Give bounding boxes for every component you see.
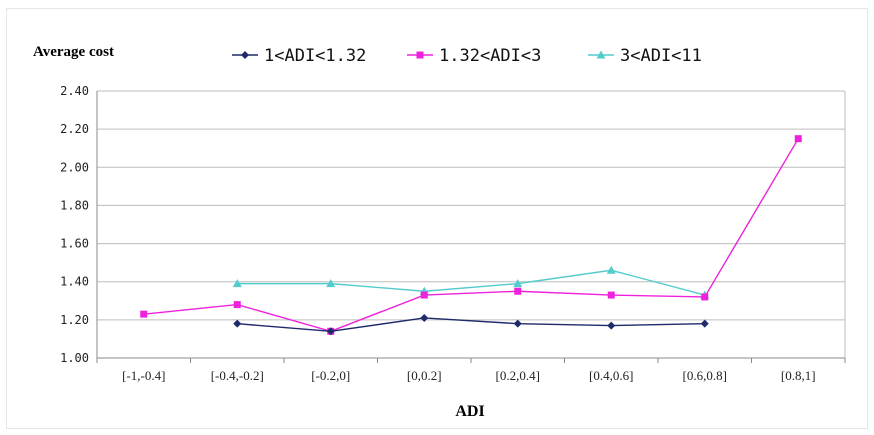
series-0-line (237, 317, 705, 333)
x-tick-label-6: [0.6,0.8] (683, 368, 727, 383)
x-tick-label-3: [0,0.2] (407, 368, 442, 383)
x-tick-labels: [-1,-0.4] [-0.4,-0.2] [-0.2,0] [0,0.2] [0.2,… (122, 368, 816, 383)
x-tick-label-4: [0.2,0.4] (496, 368, 540, 383)
series-group (140, 135, 802, 336)
series-1-point-7 (794, 135, 802, 143)
y-tick-label-0: 1.00 (60, 351, 89, 365)
axes (96, 91, 846, 363)
y-tick-label-3: 1.60 (60, 237, 89, 251)
legend-swatch-marker-0 (241, 51, 249, 59)
series-1-point-3 (420, 291, 428, 299)
series-0-point-3 (420, 313, 429, 322)
series-0-point-1 (233, 319, 242, 328)
legend-label-1: 1.32<ADI<3 (439, 46, 541, 66)
x-tick-label-2: [-0.2,0] (311, 368, 350, 383)
grid-lines (97, 90, 845, 359)
x-tick-label-0: [-1,-0.4] (122, 368, 165, 383)
y-tick-label-1: 1.20 (60, 313, 89, 327)
series-1-point-4 (514, 287, 522, 295)
y-tick-label-5: 2.00 (60, 160, 89, 174)
series-2-point-5 (606, 265, 616, 274)
series-1-point-1 (233, 301, 241, 309)
series-1 (140, 135, 802, 335)
series-1-point-5 (607, 291, 615, 299)
series-1-line (143, 138, 799, 333)
legend-label-0: 1<ADI<1.32 (264, 46, 366, 66)
y-tick-label-4: 1.80 (60, 198, 89, 212)
series-0-point-4 (513, 319, 522, 328)
y-tick-label-6: 2.20 (60, 122, 89, 136)
series-0-point-5 (607, 321, 616, 330)
y-tick-labels: 1.00 1.20 1.40 1.60 1.80 2.00 2.20 2.40 (60, 84, 89, 365)
series-0-point-6 (700, 319, 709, 328)
series-1-point-6 (701, 293, 709, 301)
y-axis-title: Average cost (33, 44, 114, 60)
x-tick-label-7: [0.8,1] (781, 368, 816, 383)
series-2-point-1 (232, 279, 242, 288)
x-axis-title: ADI (455, 403, 484, 420)
series-2-line (237, 269, 705, 296)
chart-frame (6, 8, 868, 429)
legend-label-2: 3<ADI<11 (620, 46, 702, 66)
legend: 1<ADI<1.32 1.32<ADI<3 3<ADI<11 (232, 46, 702, 66)
x-tick-label-5: [0.4,0.6] (589, 368, 633, 383)
x-tick-label-1: [-0.4,-0.2] (211, 368, 264, 383)
legend-swatch-marker-1 (416, 51, 424, 59)
series-1-point-0 (140, 310, 148, 318)
legend-swatch-marker-2 (596, 50, 606, 59)
y-tick-label-7: 2.40 (60, 84, 89, 98)
series-0-point-2 (326, 327, 335, 336)
series-2-point-2 (326, 279, 336, 288)
series-2-point-4 (513, 279, 523, 288)
series-0 (233, 313, 709, 336)
y-tick-label-2: 1.40 (60, 275, 89, 289)
